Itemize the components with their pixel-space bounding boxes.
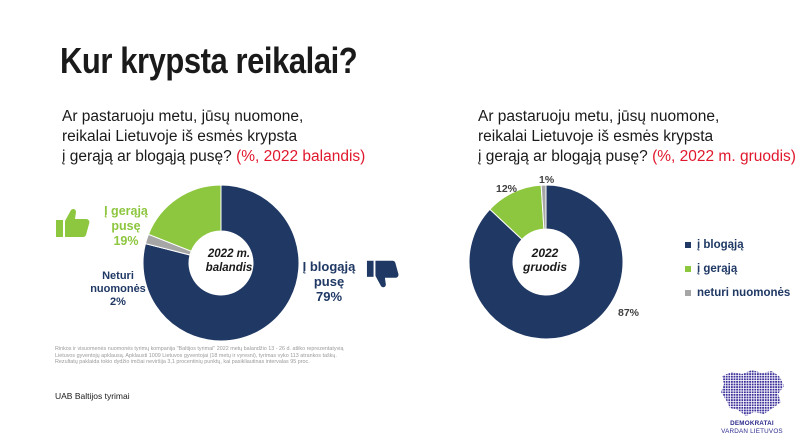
legend-label-good: į gerąją — [697, 263, 738, 275]
left-good-value: 19% — [113, 234, 139, 248]
left-question-line-2: reikalai Lietuvoje iš esmės krypsta — [62, 128, 298, 145]
right-legend: į blogąją į gerąją neturi nuomonės — [685, 233, 790, 305]
legend-swatch-none — [685, 290, 691, 296]
right-none-value: 1% — [539, 174, 555, 186]
right-donut-slice-2 — [540, 184, 547, 230]
left-bad-value: 79% — [315, 289, 343, 304]
legend-swatch-good — [685, 266, 691, 272]
left-none-label-line-2: nuomonės — [90, 283, 146, 295]
left-donut-slice-2 — [147, 184, 222, 252]
legend-item-bad: į blogąją — [685, 233, 790, 257]
left-good-label: Į gerąją pusę 19% — [96, 204, 156, 249]
right-question-line-1: Ar pastaruoju metu, jūsų nuomone, — [478, 108, 720, 125]
legend-item-good: į gerąją — [685, 257, 790, 281]
left-bad-label: Į blogąją pusę 79% — [298, 259, 360, 304]
left-bad-label-line-2: pusę — [313, 274, 345, 289]
right-question-line-3: į gerąją ar blogąją pusę? (%, 2022 m. gr… — [478, 147, 796, 167]
right-period-label: (%, 2022 m. gruodis) — [652, 148, 796, 165]
left-center-label-line-1: 2022 m. — [207, 248, 251, 260]
left-question-line-1: Ar pastaruoju metu, jūsų nuomone, — [62, 108, 304, 125]
left-question-line-3-text: į gerąją ar blogąją pusę? — [62, 148, 232, 165]
source-label: UAB Baltijos tyrimai — [55, 391, 130, 401]
left-donut-chart — [142, 184, 300, 342]
left-question-line-3: į gerąją ar blogąją pusę? (%, 2022 balan… — [62, 147, 392, 167]
right-center-label: 2022 gruodis — [515, 246, 575, 274]
left-none-label: Neturi nuomonės 2% — [86, 270, 150, 309]
logo-text-line-1: DEMOKRATAI — [730, 420, 774, 427]
right-center-label-line-2: gruodis — [523, 260, 567, 274]
left-donut-slice-0 — [142, 184, 300, 342]
right-question: Ar pastaruoju metu, jūsų nuomone, reikal… — [478, 107, 796, 167]
right-donut-chart — [468, 184, 624, 340]
left-donut-slices — [142, 184, 300, 342]
legend-swatch-bad — [685, 242, 691, 248]
left-none-value: 2% — [110, 296, 126, 308]
left-period-label: (%, 2022 balandis) — [236, 148, 366, 165]
legend-label-bad: į blogąją — [697, 239, 744, 251]
right-question-line-2: reikalai Lietuvoje iš esmės krypsta — [478, 128, 714, 145]
lithuania-map-icon — [721, 370, 784, 416]
thumbs-up-icon — [56, 208, 90, 237]
right-good-value: 12% — [496, 183, 518, 195]
party-logo: DEMOKRATAI VARDAN LIETUVOS — [712, 366, 792, 440]
legend-item-none: neturi nuomonės — [685, 281, 790, 305]
methodology-note: Rinkos ir visuomenės nuomonės tyrimų kom… — [55, 346, 344, 366]
left-center-label: 2022 m. balandis — [200, 247, 258, 275]
right-center-label-line-1: 2022 — [531, 246, 559, 260]
right-donut-slice-0 — [468, 184, 624, 340]
logo-text-line-2: VARDAN LIETUVOS — [721, 428, 783, 435]
right-donut-slices — [468, 184, 624, 340]
left-good-label-line-1: Į gerąją — [104, 204, 148, 218]
left-center-label-line-2: balandis — [205, 262, 253, 274]
left-none-label-line-1: Neturi — [102, 270, 134, 282]
right-bad-value: 87% — [618, 307, 640, 319]
left-question: Ar pastaruoju metu, jūsų nuomone, reikal… — [62, 107, 392, 167]
legend-label-none: neturi nuomonės — [697, 287, 791, 299]
left-good-label-line-2: pusę — [111, 219, 141, 233]
right-question-line-3-text: į gerąją ar blogąją pusę? — [478, 148, 648, 165]
thumbs-down-icon — [366, 260, 399, 288]
left-bad-label-line-1: Į blogąją — [302, 259, 356, 274]
page-title: Kur krypsta reikalai? — [60, 40, 358, 81]
